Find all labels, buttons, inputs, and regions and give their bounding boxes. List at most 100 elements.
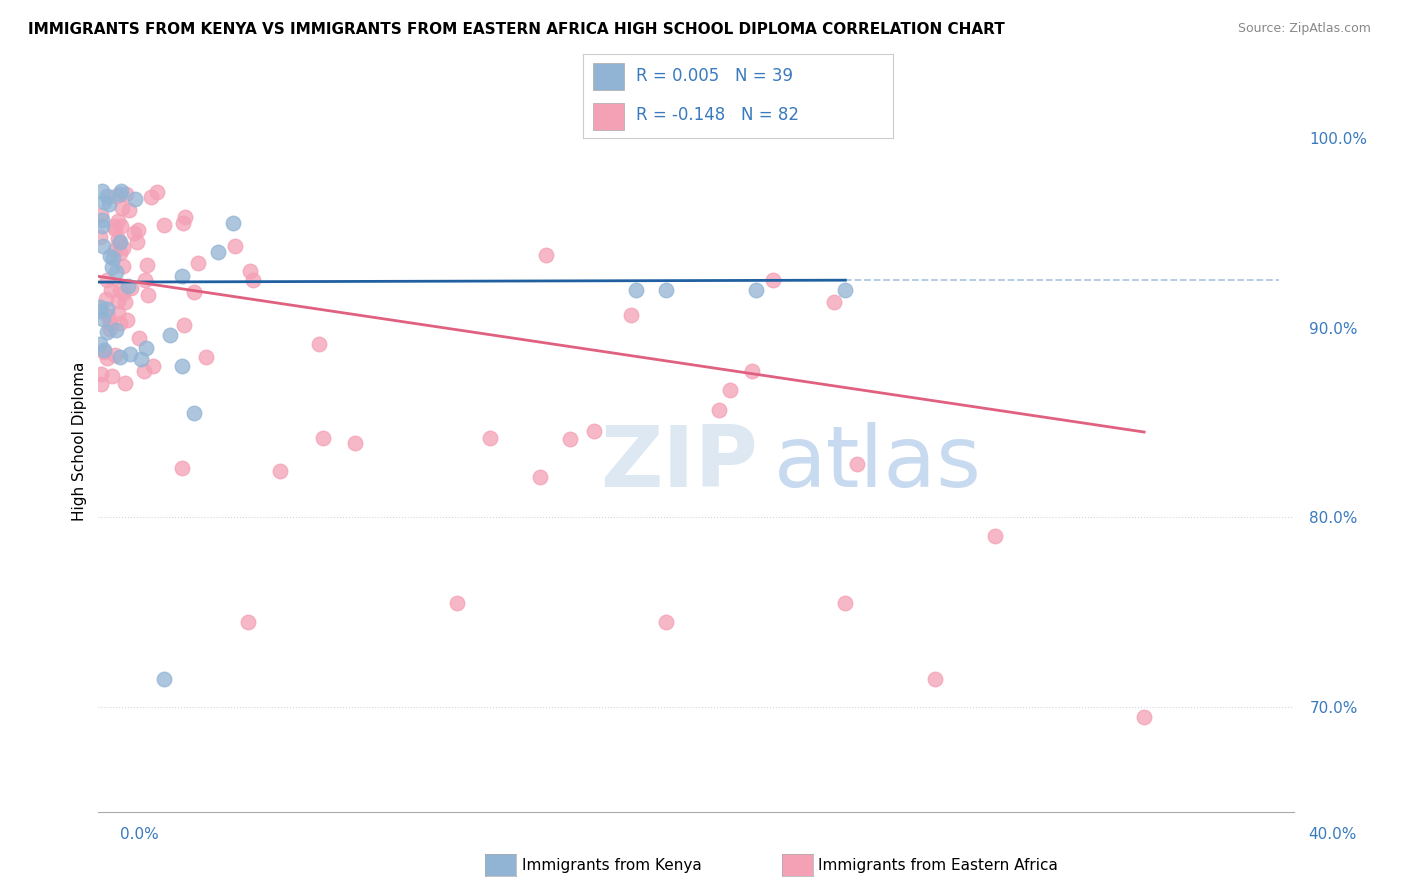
Point bbox=[1133, 710, 1156, 724]
Point bbox=[446, 596, 468, 610]
Point bbox=[104, 323, 127, 337]
Point bbox=[124, 226, 146, 240]
Point bbox=[136, 288, 159, 302]
Point bbox=[118, 347, 141, 361]
Point bbox=[90, 377, 112, 392]
Point bbox=[194, 351, 217, 365]
Point bbox=[111, 285, 134, 300]
Point bbox=[834, 283, 856, 297]
Point bbox=[183, 285, 205, 300]
Point bbox=[153, 672, 176, 686]
Point bbox=[135, 341, 157, 355]
Point bbox=[718, 384, 741, 398]
Point bbox=[94, 293, 117, 307]
Point bbox=[89, 229, 111, 244]
Text: atlas: atlas bbox=[773, 422, 981, 505]
Point bbox=[741, 363, 763, 377]
Point bbox=[100, 284, 122, 298]
Point bbox=[222, 216, 245, 230]
Point bbox=[146, 186, 169, 200]
Point bbox=[152, 218, 174, 232]
Point bbox=[242, 273, 264, 287]
Point bbox=[97, 309, 120, 323]
Point bbox=[536, 248, 558, 262]
Text: R = 0.005   N = 39: R = 0.005 N = 39 bbox=[636, 68, 793, 86]
Point bbox=[135, 258, 157, 272]
Point bbox=[834, 596, 856, 610]
Point bbox=[846, 457, 869, 471]
Point bbox=[239, 264, 262, 278]
Point bbox=[91, 312, 114, 326]
Text: ZIP: ZIP bbox=[600, 422, 758, 505]
Point bbox=[111, 201, 134, 215]
Point bbox=[114, 294, 136, 309]
Point bbox=[91, 185, 114, 199]
Point bbox=[110, 235, 132, 250]
Point bbox=[172, 359, 194, 373]
Point bbox=[104, 222, 127, 236]
Point bbox=[529, 470, 551, 484]
Point bbox=[312, 431, 335, 445]
Point bbox=[128, 331, 150, 345]
Point bbox=[98, 322, 121, 336]
Text: Source: ZipAtlas.com: Source: ZipAtlas.com bbox=[1237, 22, 1371, 36]
Point bbox=[112, 242, 135, 256]
Point bbox=[91, 239, 114, 253]
Point bbox=[823, 295, 845, 310]
Point bbox=[90, 367, 112, 381]
Point bbox=[105, 265, 128, 279]
Point bbox=[93, 344, 115, 359]
Point bbox=[117, 279, 139, 293]
Text: Immigrants from Eastern Africa: Immigrants from Eastern Africa bbox=[818, 858, 1059, 872]
Text: 40.0%: 40.0% bbox=[1309, 827, 1357, 841]
Text: IMMIGRANTS FROM KENYA VS IMMIGRANTS FROM EASTERN AFRICA HIGH SCHOOL DIPLOMA CORR: IMMIGRANTS FROM KENYA VS IMMIGRANTS FROM… bbox=[28, 22, 1005, 37]
Point bbox=[107, 306, 129, 320]
Point bbox=[139, 190, 162, 204]
Point bbox=[89, 300, 111, 314]
Point bbox=[172, 216, 194, 230]
Point bbox=[112, 260, 135, 274]
Point bbox=[172, 461, 194, 475]
Point bbox=[96, 325, 118, 339]
Point bbox=[107, 293, 129, 308]
Point bbox=[108, 316, 131, 330]
Point bbox=[620, 309, 643, 323]
Point bbox=[98, 316, 121, 330]
FancyBboxPatch shape bbox=[593, 103, 624, 130]
Point bbox=[134, 273, 156, 287]
Point bbox=[984, 529, 1007, 543]
Point bbox=[110, 184, 132, 198]
Point bbox=[104, 189, 127, 203]
Point bbox=[90, 209, 112, 223]
Point bbox=[236, 615, 259, 629]
Point bbox=[924, 672, 946, 686]
Point bbox=[93, 194, 115, 209]
Point bbox=[745, 283, 768, 297]
Point bbox=[101, 251, 124, 265]
Point bbox=[98, 249, 121, 263]
Point bbox=[655, 615, 678, 629]
FancyBboxPatch shape bbox=[593, 62, 624, 90]
Point bbox=[479, 431, 502, 445]
Point bbox=[762, 273, 785, 287]
Point bbox=[124, 192, 146, 206]
Point bbox=[187, 256, 209, 270]
Point bbox=[110, 246, 132, 260]
Point bbox=[108, 351, 131, 365]
Point bbox=[142, 359, 165, 374]
Point bbox=[108, 236, 131, 251]
Point bbox=[91, 212, 114, 227]
Point bbox=[96, 273, 118, 287]
Point bbox=[103, 219, 125, 233]
Point bbox=[173, 318, 195, 332]
Point bbox=[183, 406, 205, 420]
Point bbox=[308, 336, 330, 351]
Point bbox=[172, 269, 194, 284]
Point bbox=[118, 202, 141, 217]
Point bbox=[127, 223, 149, 237]
Text: 0.0%: 0.0% bbox=[120, 827, 159, 841]
Point bbox=[101, 260, 124, 274]
Text: R = -0.148   N = 82: R = -0.148 N = 82 bbox=[636, 105, 799, 123]
Point bbox=[115, 187, 138, 202]
Point bbox=[114, 376, 136, 391]
